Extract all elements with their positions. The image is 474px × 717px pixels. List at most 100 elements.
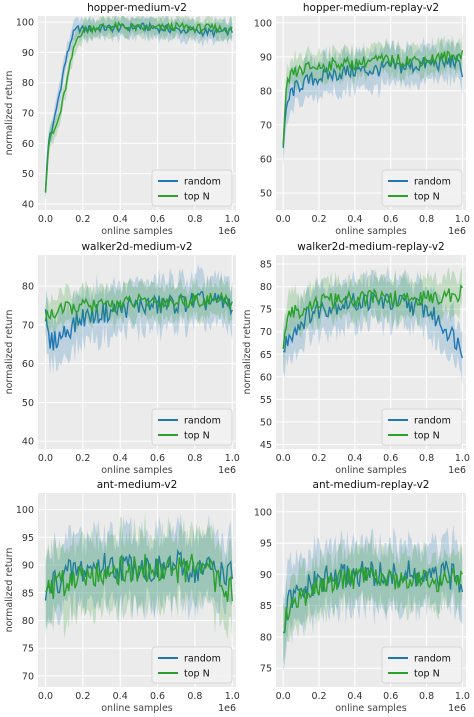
subplot-title: ant-medium-v2 (97, 479, 178, 491)
series-line-top-n (45, 553, 233, 603)
x-tick-label: 0.0 (38, 691, 53, 702)
legend-label-top-n: top N (414, 669, 440, 680)
x-axis-label: online samples (335, 465, 407, 476)
x-tick-label: 1.0 (455, 453, 470, 464)
x-axis-label: online samples (101, 703, 173, 714)
y-tick-label: 90 (22, 561, 34, 572)
series-line-top-n (44, 20, 233, 193)
y-tick-label: 65 (260, 350, 272, 361)
x-tick-label: 0.2 (311, 691, 326, 702)
y-tick-label: 85 (260, 601, 272, 612)
legend: random top N (381, 646, 463, 684)
y-tick-label: 60 (22, 139, 34, 150)
x-axis-label: online samples (335, 226, 407, 237)
y-tick-label: 40 (22, 437, 34, 448)
x-tick-label: 0.6 (383, 214, 398, 225)
x-tick-label: 0.4 (347, 453, 362, 464)
x-tick-label: 1.0 (455, 214, 470, 225)
legend: random top N (151, 169, 233, 207)
y-tick-label: 60 (260, 372, 272, 383)
y-tick-label: 60 (260, 154, 272, 165)
series-line-top-n (282, 50, 464, 146)
subplot-title: hopper-medium-v2 (87, 2, 187, 14)
subplot-title: walker2d-medium-v2 (81, 241, 192, 253)
x-tick-label: 0.0 (38, 214, 53, 225)
y-tick-label: 100 (254, 507, 272, 518)
x-multiplier: 1e6 (218, 226, 236, 237)
y-tick-label: 70 (22, 109, 34, 120)
x-tick-label: 0.0 (276, 214, 291, 225)
y-tick-label: 70 (22, 671, 34, 682)
y-tick-label: 50 (22, 398, 34, 409)
x-multiplier: 1e6 (448, 465, 466, 476)
y-tick-label: 90 (260, 570, 272, 581)
x-tick-label: 0.8 (419, 453, 434, 464)
y-tick-label: 95 (260, 539, 272, 550)
legend: random top N (381, 169, 463, 207)
x-tick-label: 0.6 (383, 691, 398, 702)
subplot-title: walker2d-medium-replay-v2 (297, 241, 445, 253)
y-tick-label: 85 (260, 260, 272, 271)
y-tick-label: 75 (260, 305, 272, 316)
x-tick-label: 0.6 (383, 453, 398, 464)
band-random (283, 524, 463, 672)
x-tick-label: 0.0 (276, 453, 291, 464)
subplot-1: 50 60 70 80 90 100 0.0 0.2 0.4 0.6 0.8 1.0 hopper-me… (254, 2, 470, 237)
x-tick-label: 1.0 (225, 214, 240, 225)
x-tick-label: 1.0 (225, 453, 240, 464)
x-tick-label: 0.2 (75, 453, 90, 464)
y-tick-label: 55 (260, 395, 272, 406)
x-tick-label: 0.8 (419, 214, 434, 225)
x-tick-label: 0.4 (113, 691, 128, 702)
y-tick-label: 50 (260, 417, 272, 428)
y-tick-label: 50 (260, 188, 272, 199)
subplot-0: 40 50 60 70 80 90 100 0.0 0.2 0.4 0.6 0.8 1.0 hopper-… (4, 2, 240, 237)
subplot-title: hopper-medium-replay-v2 (303, 2, 439, 14)
x-tick-label: 0.0 (38, 453, 53, 464)
series-line-random (283, 290, 464, 359)
y-tick-label: 90 (22, 48, 34, 59)
y-tick-label: 45 (260, 440, 272, 451)
x-multiplier: 1e6 (218, 465, 236, 476)
legend-label-random: random (184, 177, 221, 188)
x-tick-label: 1.0 (455, 691, 470, 702)
legend-label-top-n: top N (414, 192, 440, 203)
x-tick-label: 0.8 (187, 691, 202, 702)
y-tick-label: 100 (16, 505, 34, 516)
x-tick-label: 0.8 (419, 691, 434, 702)
legend-label-top-n: top N (184, 431, 210, 442)
band-random (45, 264, 233, 375)
x-tick-label: 0.0 (276, 691, 291, 702)
y-tick-label: 80 (260, 632, 272, 643)
x-tick-label: 0.6 (150, 214, 165, 225)
band-top-n (45, 16, 233, 202)
x-multiplier: 1e6 (218, 703, 236, 714)
y-tick-label: 100 (16, 18, 34, 29)
x-multiplier: 1e6 (448, 226, 466, 237)
band-top-n (45, 275, 233, 338)
y-tick-label: 60 (22, 359, 34, 370)
x-tick-label: 0.4 (347, 214, 362, 225)
legend: random top N (381, 408, 463, 446)
y-tick-label: 75 (260, 664, 272, 675)
legend-label-top-n: top N (184, 669, 210, 680)
y-tick-label: 80 (260, 86, 272, 97)
series-line-random (282, 54, 464, 148)
y-axis-label: normalized return (4, 548, 15, 633)
legend-label-random: random (414, 654, 451, 665)
y-tick-label: 75 (22, 644, 34, 655)
subplot-2: 40 50 60 70 80 0.0 0.2 0.4 0.6 0.8 1.0 walker2d-med… (4, 241, 240, 476)
y-tick-label: 40 (22, 199, 34, 210)
y-tick-label: 100 (254, 18, 272, 29)
y-axis-label: normalized return (242, 310, 253, 395)
band-top-n (283, 33, 463, 162)
x-axis-label: online samples (101, 465, 173, 476)
y-axis-label: normalized return (4, 310, 15, 395)
x-tick-label: 0.4 (113, 214, 128, 225)
subplot-title: ant-medium-replay-v2 (313, 479, 430, 491)
y-tick-label: 80 (22, 78, 34, 89)
legend-label-random: random (184, 416, 221, 427)
legend: random top N (151, 646, 233, 684)
series-line-random (44, 548, 233, 601)
